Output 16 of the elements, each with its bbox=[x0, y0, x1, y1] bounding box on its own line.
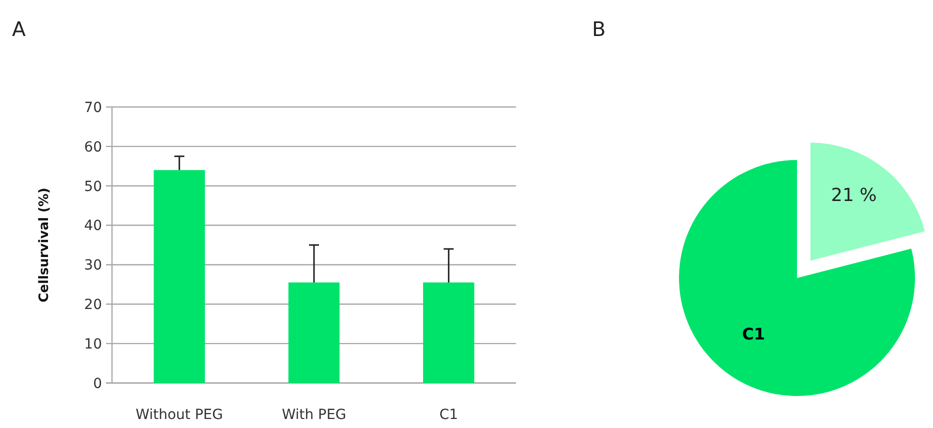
y-tick-label: 60 bbox=[84, 139, 102, 156]
y-tick-label: 10 bbox=[84, 336, 102, 352]
y-tick-label: 30 bbox=[84, 258, 102, 274]
y-tick-label: 70 bbox=[84, 100, 102, 116]
slice-label: C1 bbox=[742, 324, 766, 344]
chart-title: B bbox=[592, 17, 606, 41]
y-tick-label: 20 bbox=[84, 297, 102, 314]
y-axis-title: Cellsurvival (%) bbox=[37, 188, 52, 302]
y-tick-label: 0 bbox=[93, 376, 102, 392]
x-tick-label: Without PEG bbox=[136, 407, 223, 423]
y-tick-label: 50 bbox=[84, 178, 102, 195]
x-tick-label: With PEG bbox=[282, 407, 346, 423]
chart-title: A bbox=[12, 17, 26, 41]
y-tick-label: 40 bbox=[84, 218, 102, 234]
x-tick-label: C1 bbox=[439, 407, 458, 423]
data-label: 21 % bbox=[831, 184, 877, 206]
